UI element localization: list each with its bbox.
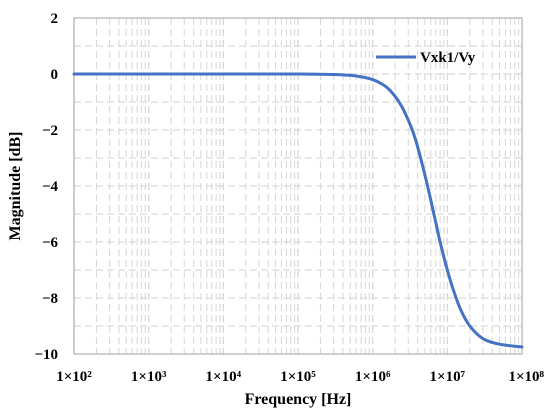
x-tick-labels: 1×10² 1×10³ 1×10⁴ 1×10⁵ 1×10⁶ 1×10⁷ 1×10⁸: [56, 369, 544, 385]
x-tick-label: 1×10⁴: [206, 369, 242, 385]
grid: [73, 18, 522, 354]
series-line: [72, 72, 524, 349]
x-tick-label: 1×10⁷: [430, 369, 466, 385]
legend: Vxk1/Vy: [376, 50, 476, 66]
y-tick-label: −8: [42, 291, 58, 307]
x-axis-title: Frequency [Hz]: [245, 391, 352, 408]
x-tick-label: 1×10²: [56, 369, 92, 385]
y-tick-label: −2: [42, 123, 58, 139]
plot-area-frame: [73, 17, 523, 355]
legend-label: Vxk1/Vy: [420, 50, 476, 66]
y-tick-label: −6: [42, 235, 59, 251]
x-tick-label: 1×10³: [131, 369, 167, 385]
y-tick-label: −4: [42, 179, 59, 195]
x-tick-label: 1×10⁸: [508, 369, 544, 385]
x-tick-label: 1×10⁵: [280, 369, 316, 385]
y-tick-label: 2: [51, 11, 59, 27]
x-tick-label: 1×10⁶: [355, 369, 391, 385]
y-tick-label: −10: [34, 347, 58, 363]
y-tick-label: 0: [51, 67, 59, 83]
y-axis-title: Magnitude [dB]: [7, 132, 24, 241]
series-layer: [72, 72, 524, 349]
y-tick-labels: 2 0 −2 −4 −6 −8 −10: [34, 11, 58, 363]
